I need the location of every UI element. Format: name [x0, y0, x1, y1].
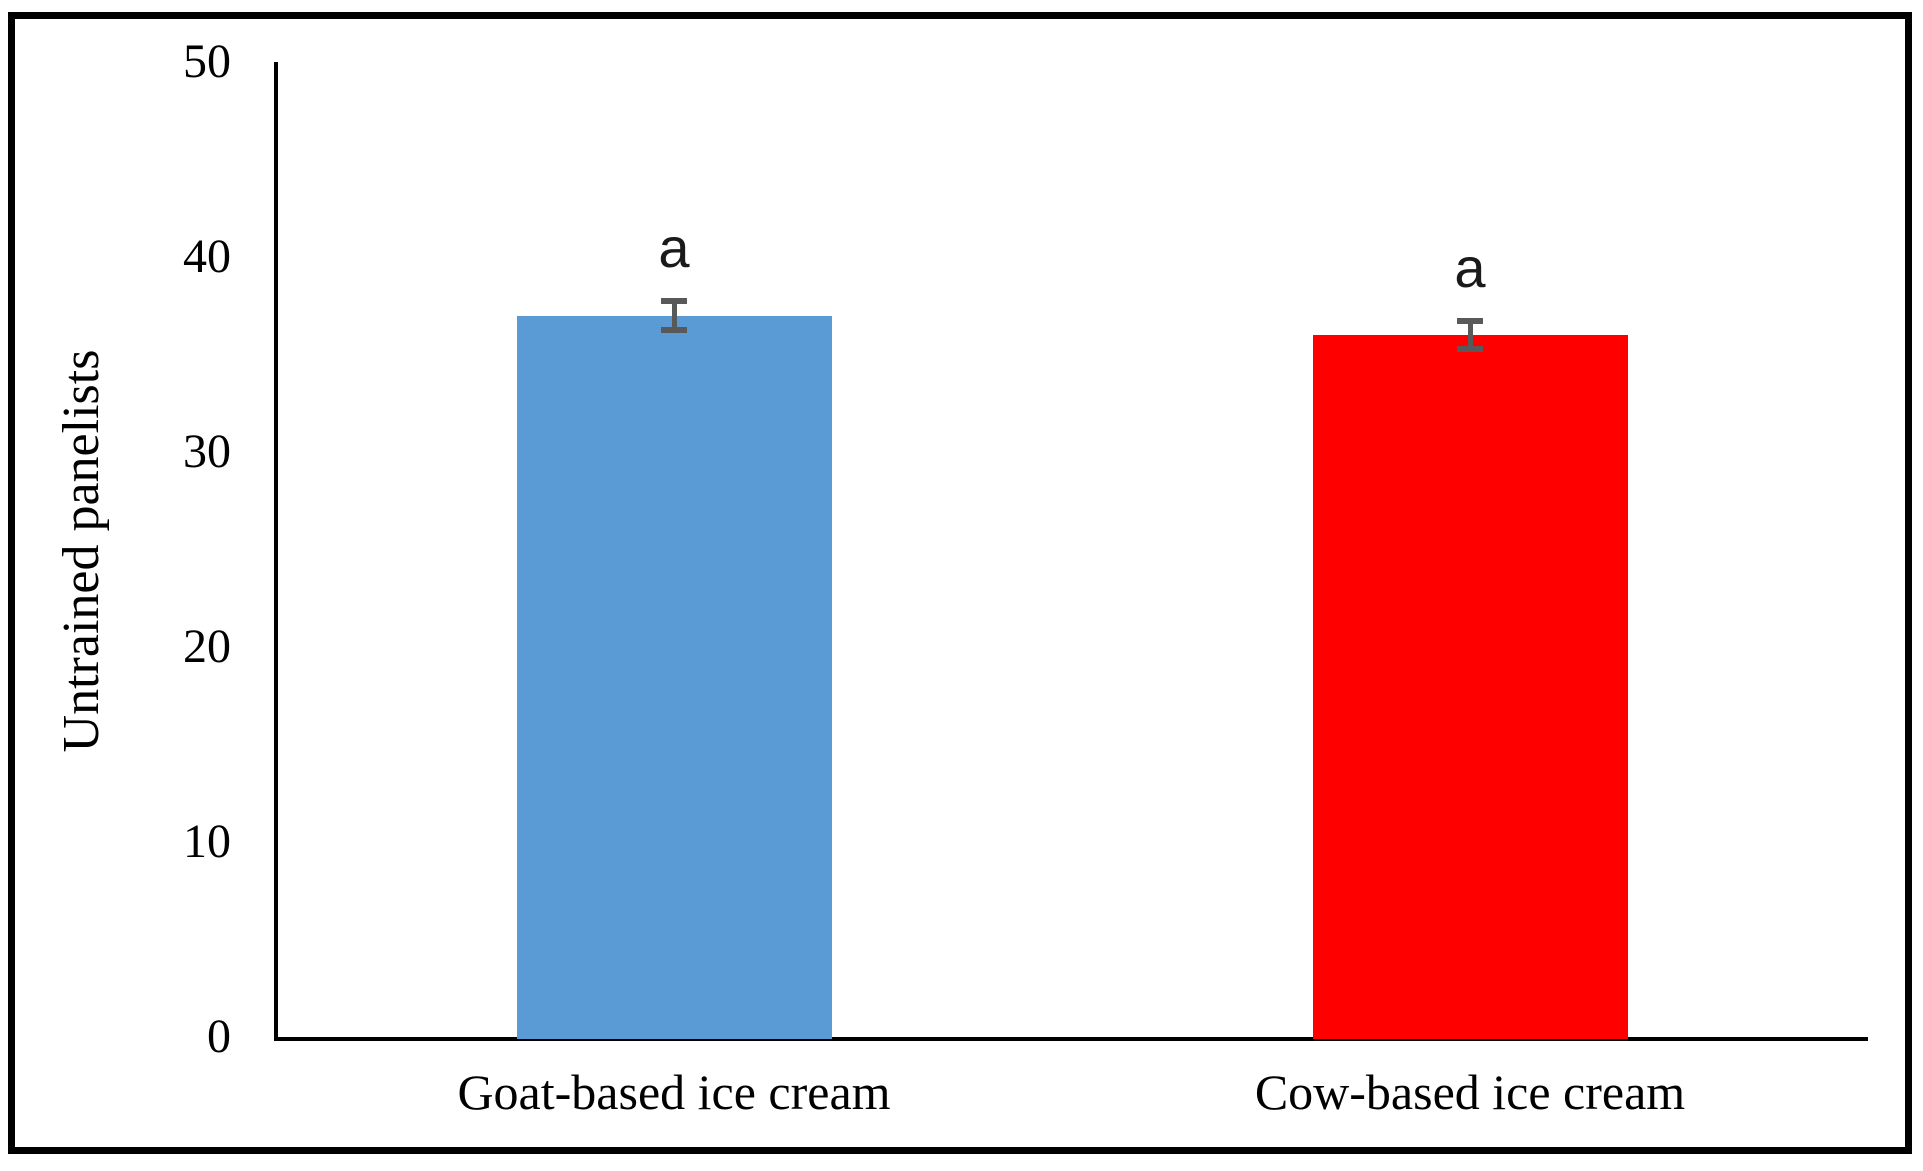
y-tick-label: 0	[207, 1010, 231, 1063]
y-tick-label: 30	[183, 425, 231, 478]
error-bar-cap-bottom	[1457, 346, 1483, 353]
error-bar-line	[1467, 322, 1473, 348]
bar-letter-label: a	[658, 216, 690, 280]
y-tick-label: 10	[183, 815, 231, 868]
x-category-label: Goat-based ice cream	[457, 1064, 891, 1120]
y-tick-label: 40	[183, 230, 231, 283]
y-tick-label: 20	[183, 620, 231, 673]
x-axis-line	[274, 1037, 1868, 1041]
error-bar-cap-top	[661, 298, 687, 305]
error-bar-cap-bottom	[661, 326, 687, 333]
bar-letter-label: a	[1454, 235, 1486, 299]
x-category-label: Cow-based ice cream	[1254, 1064, 1686, 1120]
y-tick-label: 50	[183, 35, 231, 88]
bar-goat-based-ice-cream	[516, 315, 832, 1039]
figure-border	[8, 12, 1912, 1154]
y-axis-line	[274, 62, 278, 1041]
error-bar-cap-top	[1457, 317, 1483, 324]
bar-cow-based-ice-cream	[1312, 335, 1628, 1039]
error-bar-line	[671, 303, 677, 328]
y-axis-title: Untrained panelists	[53, 349, 110, 753]
